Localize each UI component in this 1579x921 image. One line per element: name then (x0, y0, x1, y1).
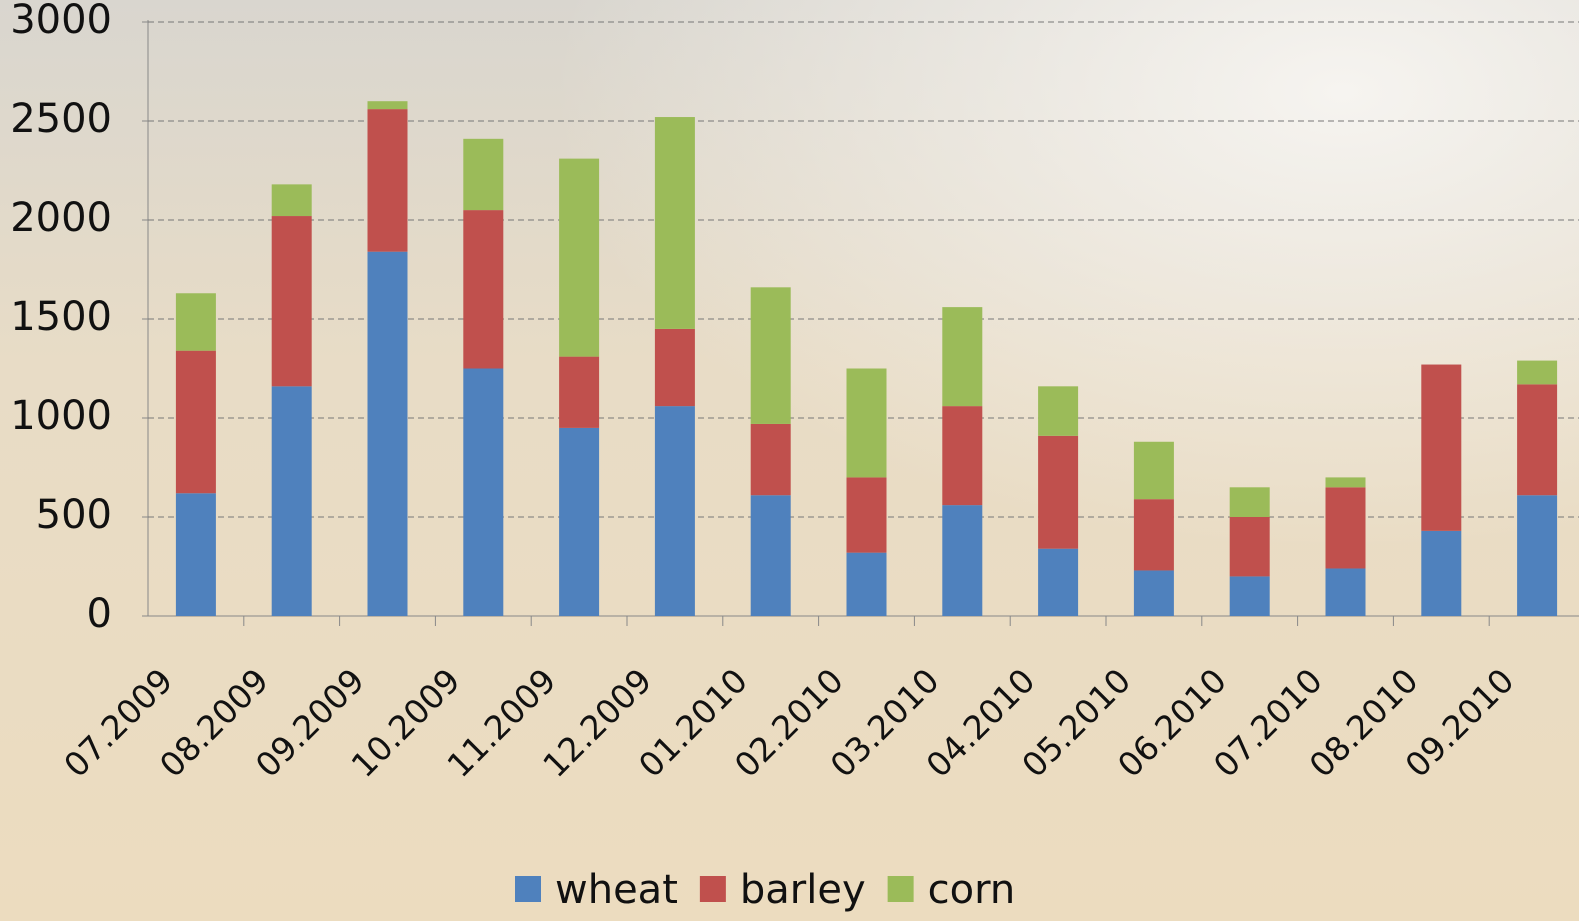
y-tick-label: 2000 (10, 195, 112, 241)
legend-label: corn (928, 867, 1016, 913)
bar-segment (655, 406, 695, 616)
bar-segment (1326, 477, 1366, 487)
bar-segment (176, 293, 216, 350)
bar-segment (1038, 549, 1078, 616)
bar-segment (272, 386, 312, 616)
bar-segment (368, 252, 408, 616)
bar-segment (176, 351, 216, 494)
bar-segment (1421, 531, 1461, 616)
bar-segment (1038, 436, 1078, 549)
bar-segment (751, 424, 791, 495)
bar-segment (1134, 499, 1174, 570)
bar-segment (1230, 487, 1270, 517)
legend-swatch (515, 876, 541, 902)
bar-segment (942, 505, 982, 616)
bar-segment (463, 139, 503, 210)
bar-segment (1421, 365, 1461, 531)
y-tick-label: 2500 (10, 96, 112, 142)
bar-segment (1517, 384, 1557, 495)
y-tick-label: 1000 (10, 393, 112, 439)
bar-segment (176, 493, 216, 616)
bar-segment (847, 369, 887, 478)
bar-segment (655, 117, 695, 329)
bar-segment (1134, 442, 1174, 499)
bar-segment (942, 307, 982, 406)
bar-segment (1326, 568, 1366, 616)
bar-segment (847, 477, 887, 552)
y-tick-label: 3000 (10, 0, 112, 43)
legend-swatch (700, 876, 726, 902)
bar-segment (1230, 517, 1270, 576)
bar-segment (751, 287, 791, 424)
bar-segment (463, 210, 503, 368)
bar-segment (1134, 570, 1174, 616)
bar-segment (655, 329, 695, 406)
legend-swatch (888, 876, 914, 902)
bar-segment (272, 184, 312, 216)
bar-segment (847, 553, 887, 616)
bar-segment (559, 159, 599, 357)
legend-label: wheat (555, 867, 678, 913)
bar-segment (463, 369, 503, 617)
bar-segment (1038, 386, 1078, 436)
bar-segment (368, 101, 408, 109)
bar-segment (1230, 576, 1270, 616)
bar-segment (1326, 487, 1366, 568)
bar-segment (559, 357, 599, 428)
chart: 05001000150020002500300007.200908.200909… (0, 0, 1579, 921)
bar-segment (368, 109, 408, 252)
page: 05001000150020002500300007.200908.200909… (0, 0, 1579, 921)
y-tick-label: 0 (87, 591, 112, 637)
bar-segment (942, 406, 982, 505)
bar-segment (1517, 361, 1557, 385)
bar-segment (272, 216, 312, 386)
y-tick-label: 500 (36, 492, 112, 538)
legend-label: barley (740, 867, 866, 913)
bar-segment (1517, 495, 1557, 616)
y-tick-label: 1500 (10, 294, 112, 340)
bar-segment (751, 495, 791, 616)
bar-segment (559, 428, 599, 616)
